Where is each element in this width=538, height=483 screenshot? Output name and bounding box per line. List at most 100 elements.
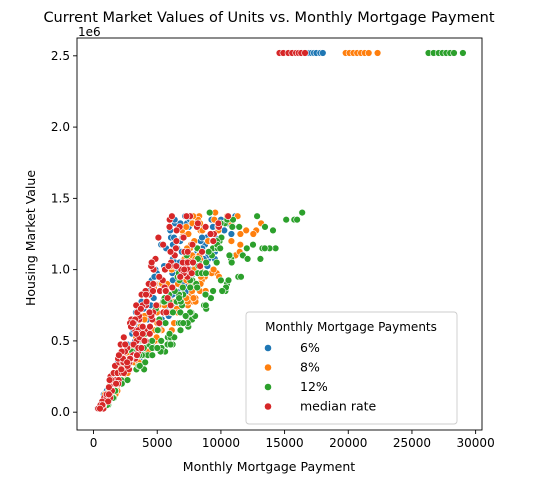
scatter-point xyxy=(181,266,188,273)
scatter-point xyxy=(134,352,141,359)
y-tick-label: 1.5 xyxy=(51,191,70,205)
scatter-point xyxy=(166,330,173,337)
scatter-point xyxy=(183,224,190,231)
scatter-point xyxy=(228,231,235,238)
x-tick-label: 20000 xyxy=(329,436,367,450)
x-tick-label: 30000 xyxy=(457,436,495,450)
scatter-point xyxy=(207,231,214,238)
scatter-point xyxy=(141,338,148,345)
scatter-point xyxy=(210,238,217,245)
legend-entry-label: 8% xyxy=(300,360,320,375)
scatter-point xyxy=(120,334,127,341)
scatter-point xyxy=(197,263,204,270)
scatter-point xyxy=(139,323,146,330)
scatter-point xyxy=(179,284,186,291)
scatter-point xyxy=(146,309,153,316)
scatter-point xyxy=(167,302,174,309)
scatter-point xyxy=(166,224,173,231)
scatter-point xyxy=(160,241,167,248)
scatter-point xyxy=(250,231,257,238)
x-axis-label: Monthly Mortgage Payment xyxy=(183,459,356,474)
scatter-point xyxy=(149,338,156,345)
legend-marker xyxy=(264,403,271,410)
scatter-point xyxy=(97,405,104,412)
scatter-point xyxy=(243,227,250,234)
scatter-point xyxy=(261,245,268,252)
scatter-point xyxy=(169,284,176,291)
scatter-point xyxy=(205,248,212,255)
scatter-point xyxy=(270,227,277,234)
scatter-point xyxy=(156,273,163,280)
y-axis-label: Housing Market Value xyxy=(23,170,38,306)
scatter-point-outlier xyxy=(319,50,326,57)
scatter-point xyxy=(167,341,174,348)
scatter-point xyxy=(167,248,174,255)
scatter-point xyxy=(299,209,306,216)
scatter-point-outlier xyxy=(460,50,467,57)
scatter-point xyxy=(250,241,257,248)
scatter-point xyxy=(219,288,226,295)
x-tick-label: 10000 xyxy=(202,436,240,450)
scatter-point xyxy=(164,295,171,302)
scatter-point xyxy=(262,224,269,231)
chart-title: Current Market Values of Units vs. Month… xyxy=(43,10,494,26)
scatter-point xyxy=(148,259,155,266)
scatter-point xyxy=(180,234,187,241)
scatter-point xyxy=(106,384,113,391)
scatter-point xyxy=(189,241,196,248)
x-tick-label: 25000 xyxy=(393,436,431,450)
y-tick-label: 0.5 xyxy=(51,334,70,348)
scatter-point xyxy=(210,266,217,273)
scatter-point xyxy=(162,288,169,295)
x-axis: 0 5000 10000 15000 20000 25000 30000 xyxy=(90,430,495,450)
scatter-point xyxy=(243,245,250,252)
scatter-point xyxy=(138,345,145,352)
scatter-point xyxy=(199,248,206,255)
legend-title: Monthly Mortgage Payments xyxy=(265,320,437,334)
x-tick-label: 0 xyxy=(90,436,98,450)
scatter-point xyxy=(203,259,210,266)
scatter-point xyxy=(173,227,180,234)
scatter-point xyxy=(113,380,120,387)
scatter-point xyxy=(187,284,194,291)
legend-marker xyxy=(264,364,271,371)
scatter-point xyxy=(155,234,162,241)
scatter-point xyxy=(228,238,235,245)
scatter-point xyxy=(210,288,217,295)
scatter-point xyxy=(146,330,153,337)
scatter-point xyxy=(150,288,157,295)
scatter-point xyxy=(184,248,191,255)
scatter-point xyxy=(190,295,197,302)
scatter-point xyxy=(237,241,244,248)
scatter-point xyxy=(213,259,220,266)
scatter-point xyxy=(257,256,264,263)
scatter-point xyxy=(106,391,113,398)
scatter-point-outlier xyxy=(374,50,381,57)
scatter-point-outlier xyxy=(451,50,458,57)
scatter-point xyxy=(147,323,154,330)
scatter-point xyxy=(177,327,184,334)
scatter-point xyxy=(236,224,243,231)
scatter-point xyxy=(202,302,209,309)
scatter-point xyxy=(143,298,150,305)
scatter-point xyxy=(139,330,146,337)
scatter-point xyxy=(136,363,143,370)
scatter-point-outlier xyxy=(302,50,309,57)
legend-entry-label: 12% xyxy=(300,379,328,394)
y-tick-label: 1.0 xyxy=(51,263,70,277)
scatter-point xyxy=(150,281,157,288)
scatter-point xyxy=(169,213,176,220)
scatter-point xyxy=(215,220,222,227)
scatter-point xyxy=(199,234,206,241)
scatter-point xyxy=(162,320,169,327)
y-tick-label: 0.0 xyxy=(51,405,70,419)
scatter-point xyxy=(116,352,123,359)
scatter-point xyxy=(194,284,201,291)
scatter-point xyxy=(173,238,180,245)
scatter-point xyxy=(154,345,161,352)
scatter-point xyxy=(158,338,165,345)
y-tick-label: 2.0 xyxy=(51,120,70,134)
scatter-point xyxy=(225,277,232,284)
scatter-point xyxy=(202,224,209,231)
